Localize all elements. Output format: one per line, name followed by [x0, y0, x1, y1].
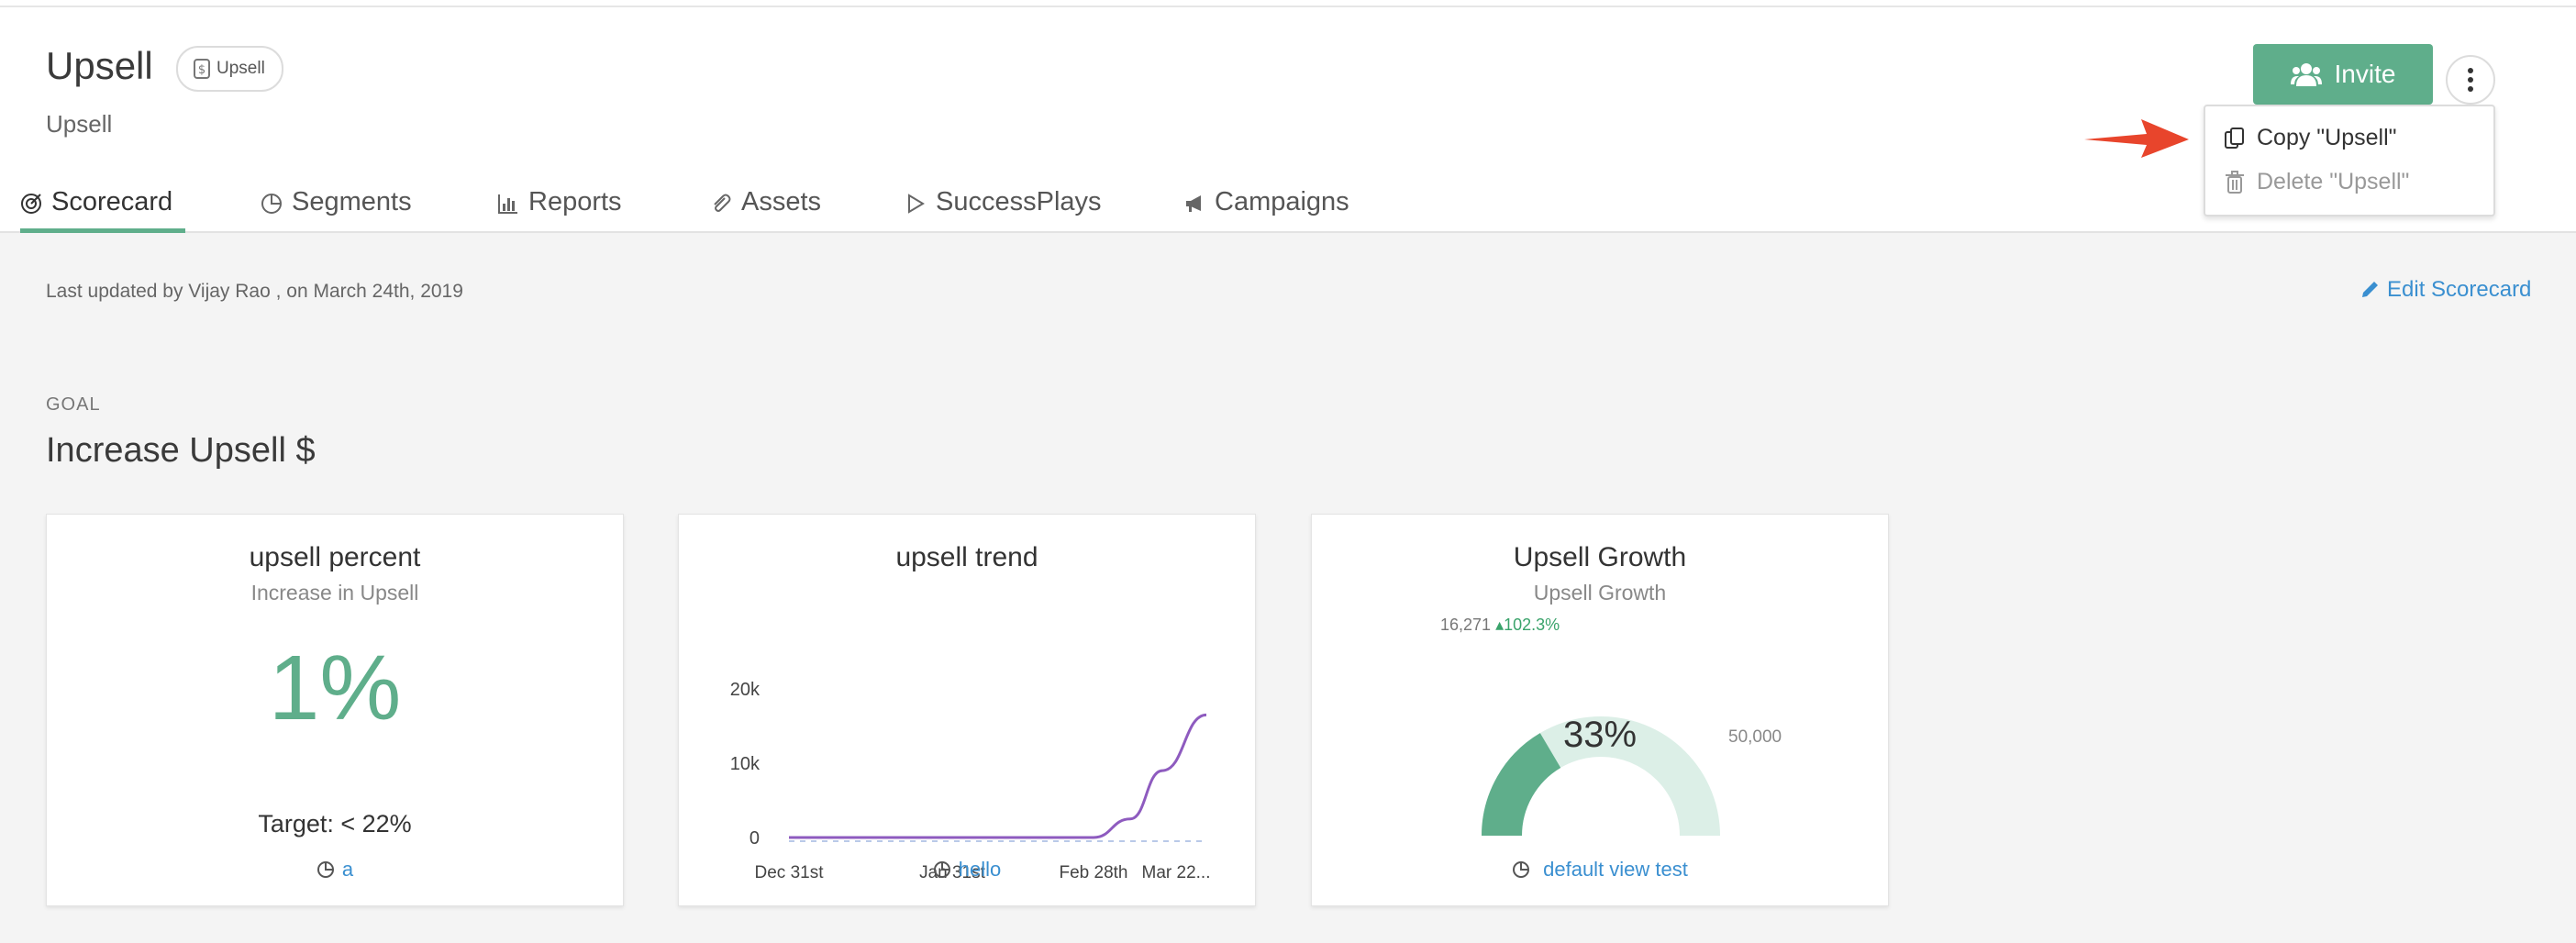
- metric-value: 1%: [268, 637, 402, 739]
- dollar-icon: $: [194, 59, 210, 79]
- invite-label: Invite: [2334, 60, 2396, 88]
- tab-label: Campaigns: [1215, 187, 1349, 216]
- dot-icon: [2468, 86, 2473, 92]
- users-icon: [2290, 63, 2322, 86]
- scorecard-icon: [21, 194, 41, 214]
- tab-label: Assets: [741, 187, 822, 216]
- tab-label: Segments: [292, 187, 412, 216]
- x-tick-label: Jan 31st: [919, 863, 986, 882]
- copy-icon: [2225, 127, 2244, 149]
- gauge-fill: [1482, 733, 1561, 837]
- megaphone-icon: [1186, 195, 1201, 212]
- card-title: Upsell Growth: [1513, 542, 1687, 572]
- upsell-trend-card[interactable]: upsell trend 0 10k 20k Dec 31st Jan 31st Feb …: [678, 514, 1256, 906]
- card-title: upsell percent: [249, 542, 421, 572]
- more-options-button[interactable]: [2446, 55, 2495, 105]
- segment-link[interactable]: a: [47, 858, 623, 882]
- segment-link-label: a: [341, 858, 354, 881]
- gauge-percent: 33%: [1562, 715, 1638, 755]
- growth-gauge: [1482, 716, 1720, 837]
- tab-label: Reports: [528, 187, 622, 216]
- segment-link[interactable]: default view test: [1312, 858, 1888, 882]
- segment-link-label: hello: [958, 858, 1002, 881]
- tab-successplays[interactable]: SuccessPlays: [905, 178, 1102, 233]
- edit-scorecard-link[interactable]: Edit Scorecard: [2359, 277, 2531, 303]
- gauge-current-label: 16,271 ▴102.3%: [1440, 616, 1560, 635]
- goal-title: Increase Upsell $: [46, 431, 316, 470]
- tab-label: Scorecard: [51, 187, 173, 216]
- pencil-icon: [2362, 282, 2378, 297]
- tab-label: SuccessPlays: [936, 187, 1102, 216]
- x-tick-label: Mar 22...: [1142, 863, 1211, 882]
- page-subtitle: Upsell: [46, 110, 113, 138]
- segment-link-label: default view test: [1543, 858, 1688, 881]
- pie-icon: [933, 861, 950, 878]
- options-dropdown: Copy "Upsell" Delete "Upsell": [2204, 105, 2495, 216]
- tab-scorecard[interactable]: Scorecard: [20, 178, 186, 233]
- goal-label: GOAL: [46, 394, 101, 415]
- x-tick-label: Feb 28th: [1060, 863, 1128, 882]
- gauge-change: ▴102.3%: [1495, 616, 1560, 634]
- pie-icon: [316, 861, 334, 878]
- y-tick-label: 10k: [730, 754, 761, 774]
- tab-campaigns[interactable]: Campaigns: [1183, 178, 1349, 233]
- segment-link[interactable]: hello: [679, 858, 1255, 882]
- copy-menu-item[interactable]: Copy "Upsell": [2224, 125, 2397, 151]
- delete-label: Delete "Upsell": [2257, 169, 2410, 194]
- dot-icon: [2468, 68, 2473, 73]
- upsell-growth-card[interactable]: Upsell Growth Upsell Growth 16,271 ▴102.…: [1311, 514, 1889, 906]
- tab-segments[interactable]: Segments: [261, 178, 412, 233]
- tab-reports[interactable]: Reports: [497, 178, 622, 233]
- card-subtitle: Upsell Growth: [1533, 581, 1667, 605]
- copy-label: Copy "Upsell": [2257, 125, 2397, 150]
- last-updated-text: Last updated by Vijay Rao , on March 24t…: [46, 281, 463, 302]
- pie-icon: [261, 194, 282, 214]
- gauge-max-label: 50,000: [1728, 727, 1782, 747]
- edit-scorecard-label: Edit Scorecard: [2387, 277, 2532, 302]
- trash-icon: [2226, 170, 2244, 194]
- play-icon: [908, 194, 925, 214]
- card-title: upsell trend: [895, 542, 1038, 572]
- top-border: [0, 0, 2576, 7]
- target-text: Target: < 22%: [258, 810, 412, 838]
- bar-chart-icon: [498, 194, 517, 214]
- delete-menu-item[interactable]: Delete "Upsell": [2224, 169, 2409, 195]
- x-tick-label: Dec 31st: [755, 863, 825, 882]
- y-tick-label: 0: [749, 828, 760, 849]
- page-title: Upsell: [46, 44, 153, 87]
- type-badge: $ Upsell: [176, 46, 283, 92]
- invite-button[interactable]: Invite: [2253, 44, 2433, 105]
- card-subtitle: Increase in Upsell: [250, 581, 419, 605]
- tab-assets[interactable]: Assets: [710, 178, 821, 233]
- trend-chart: 0 10k 20k Dec 31st Jan 31st Feb 28th Mar 22...: [730, 680, 1211, 882]
- upsell-percent-card[interactable]: upsell percent Increase in Upsell 1% Tar…: [46, 514, 624, 906]
- paperclip-icon: [714, 194, 731, 212]
- red-arrow-icon: [2084, 119, 2189, 158]
- page-header: Upsell $ Upsell Upsell Invite Scorecard …: [0, 7, 2576, 233]
- svg-text:$: $: [198, 63, 205, 77]
- gauge-current-value: 16,271: [1440, 616, 1492, 634]
- pie-icon: [1513, 861, 1530, 878]
- badge-label: Upsell: [217, 59, 265, 78]
- dot-icon: [2468, 77, 2473, 83]
- y-tick-label: 20k: [730, 680, 761, 700]
- trend-series-line: [789, 713, 1207, 839]
